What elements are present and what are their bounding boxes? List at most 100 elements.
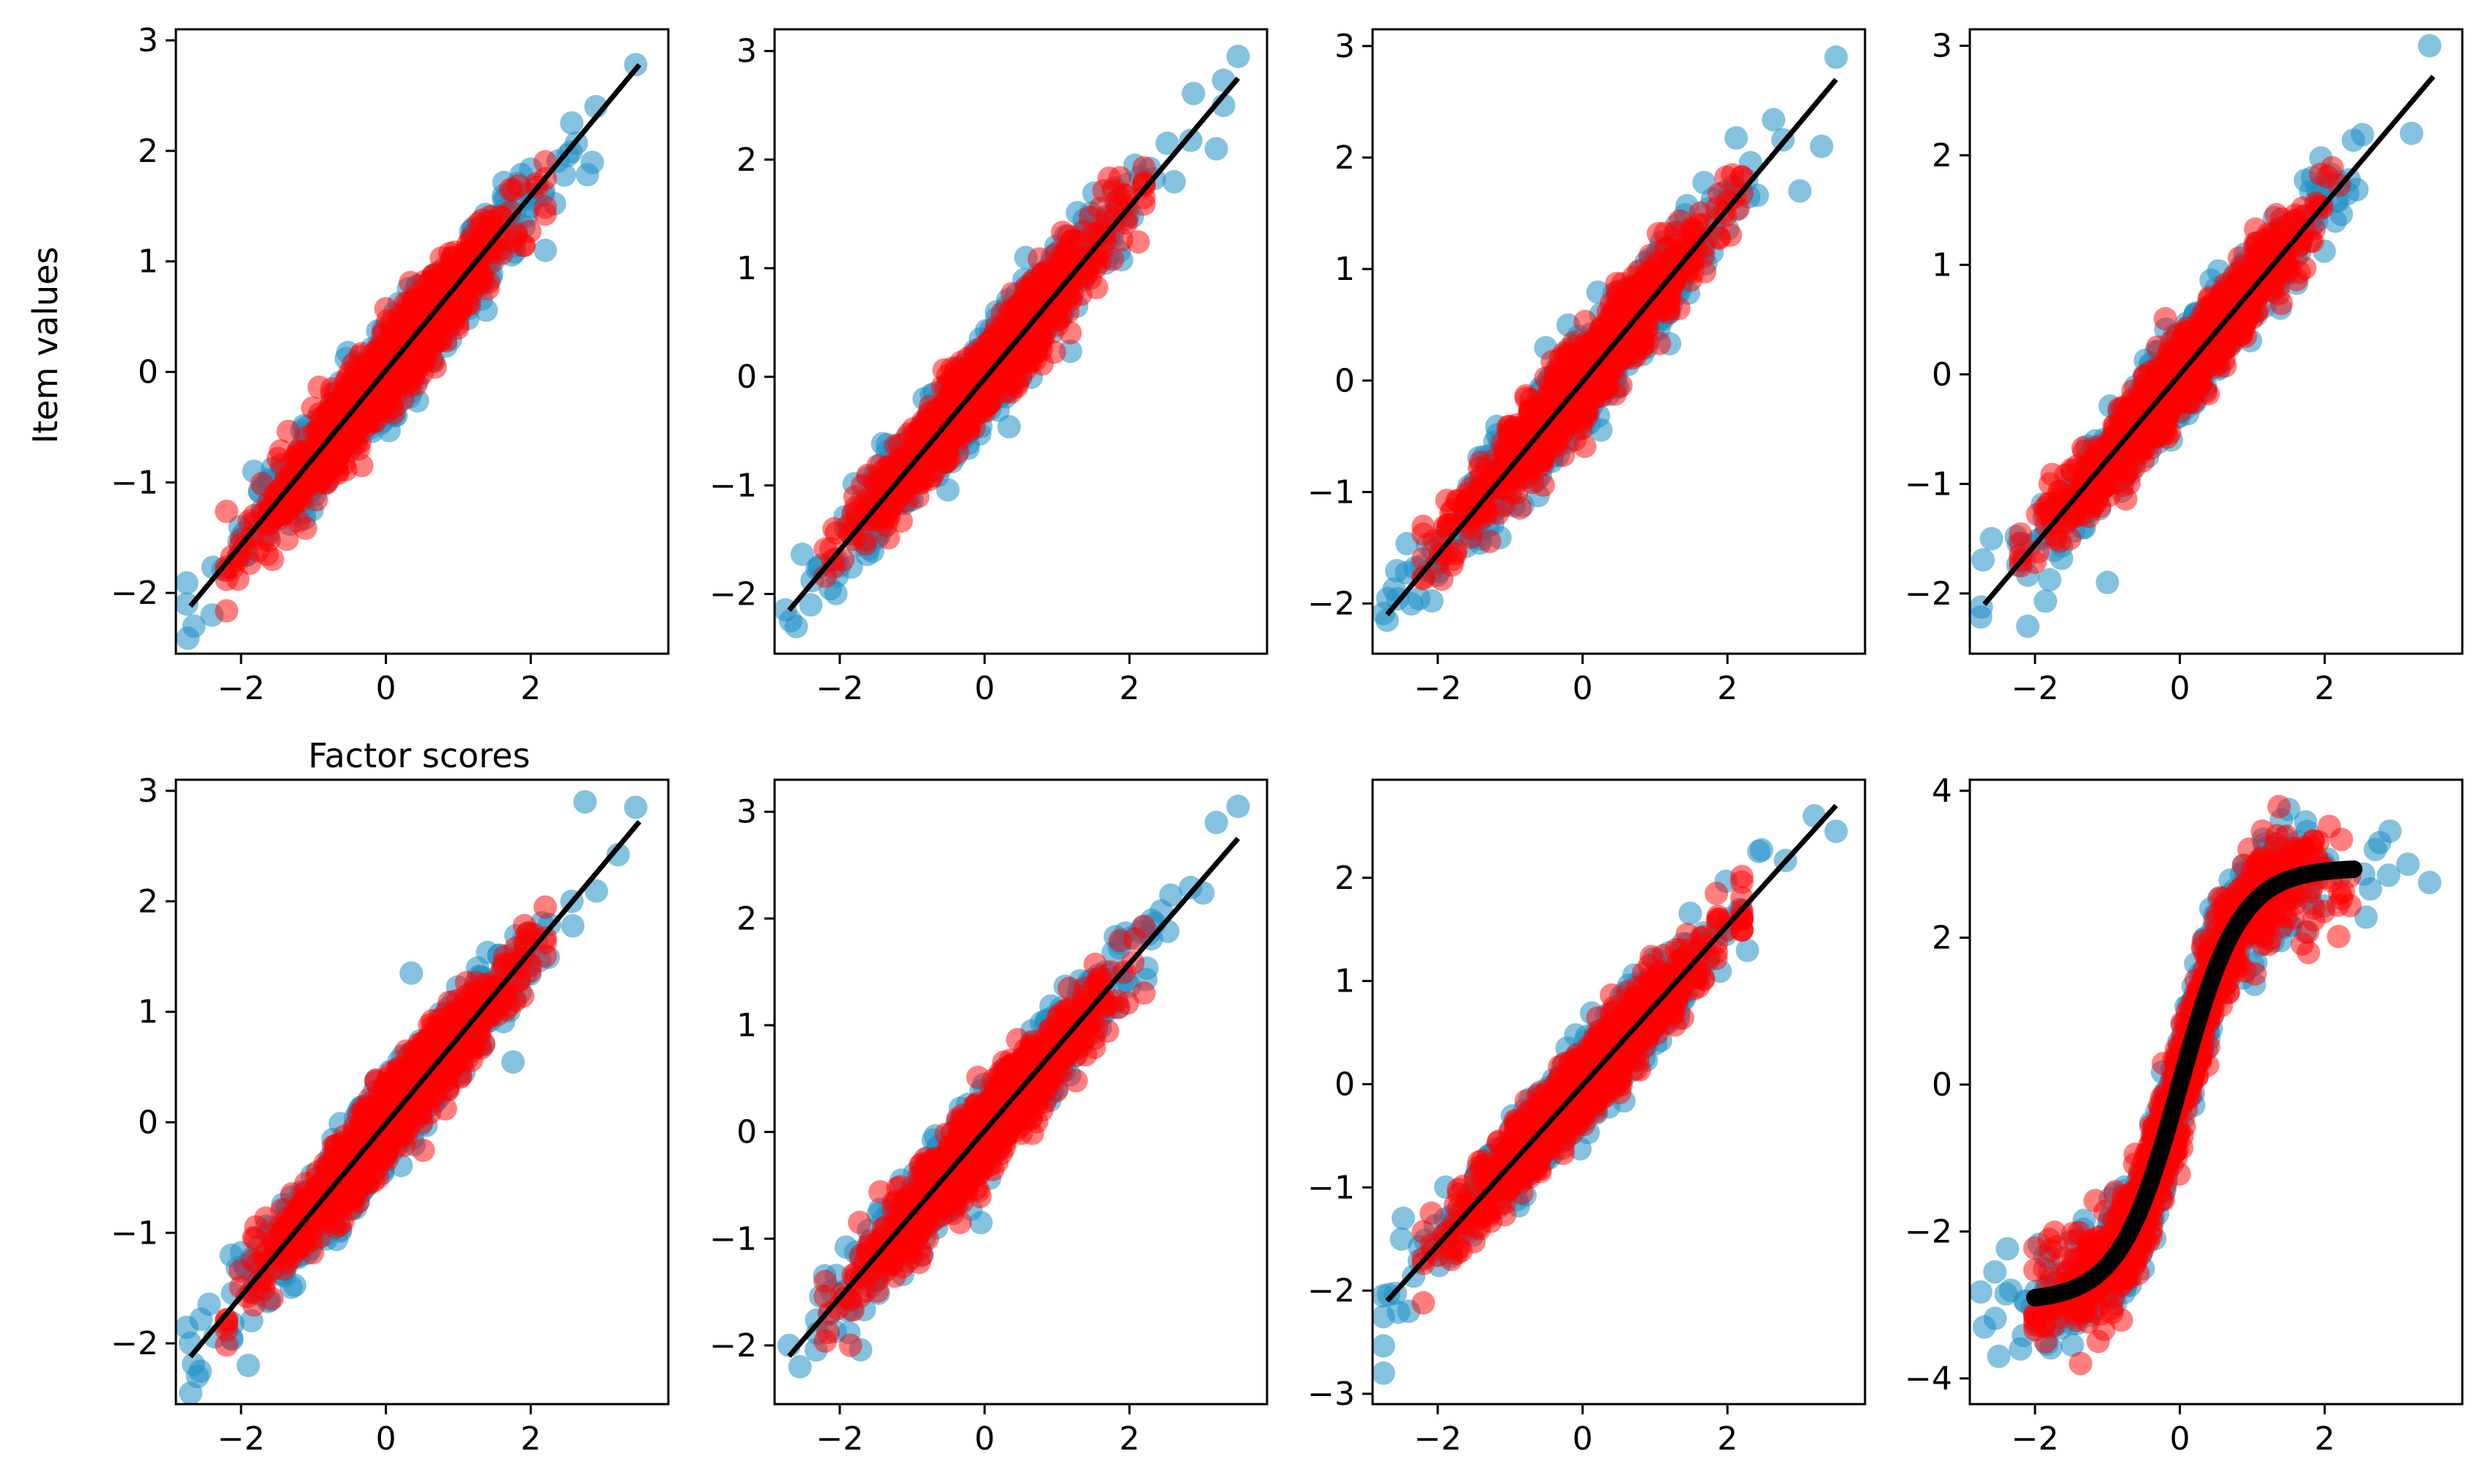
scatter-point-red <box>813 537 838 561</box>
scatter-point-blue <box>1226 45 1250 68</box>
scatter-point-red <box>427 265 450 289</box>
scatter-point-red <box>226 567 250 591</box>
scatter-point-red <box>325 443 349 467</box>
y-tick-label: 3 <box>736 33 757 70</box>
scatter-point-red <box>1680 247 1705 271</box>
y-tick-label: 1 <box>736 250 757 287</box>
scatter-point-blue <box>533 238 557 262</box>
x-tick-label: 2 <box>1717 670 1738 707</box>
scatter-point-red <box>283 446 307 470</box>
y-tick-label: 1 <box>1334 251 1355 288</box>
scatter-point-red <box>1113 182 1137 207</box>
y-tick-label: −2 <box>111 575 158 612</box>
scatter-point-blue <box>1420 589 1444 613</box>
scatter-point-red <box>1430 567 1454 591</box>
scatter-point-blue <box>1788 179 1812 203</box>
y-tick-label: 1 <box>138 243 158 281</box>
scatter-point-red <box>215 599 239 623</box>
y-tick-label: 0 <box>138 353 158 391</box>
scatter-point-red <box>1101 208 1126 232</box>
scatter-point-red <box>285 474 309 498</box>
scatter-point-red <box>1477 529 1502 553</box>
scatter-point-red <box>533 195 557 219</box>
scatter-point-red <box>848 506 872 530</box>
scatter-point-red <box>498 200 522 224</box>
scatter-point-red <box>1016 351 1040 375</box>
scatter-point-blue <box>1762 108 1786 132</box>
scatter-point-blue <box>799 593 823 617</box>
scatter-point-blue <box>1809 134 1834 158</box>
x-tick-label: 0 <box>975 670 995 707</box>
scatter-point-red <box>348 344 372 369</box>
scatter-point-blue <box>1204 137 1228 160</box>
plot-area <box>1970 34 2442 638</box>
scatter-point-red <box>1508 496 1532 520</box>
scatter-point-red <box>411 333 435 357</box>
scatter-point-red <box>853 532 877 556</box>
x-tick-label: 2 <box>520 670 541 707</box>
scatter-point-red <box>1531 473 1555 497</box>
scatter-point-red <box>1606 283 1630 307</box>
scatter-point-red <box>1622 285 1647 309</box>
scatter-point-red <box>260 547 284 572</box>
fit-line <box>188 63 642 608</box>
x-tick-label: −2 <box>816 670 864 707</box>
scatter-point-red <box>370 369 394 392</box>
scatter-point-red <box>399 270 423 295</box>
fit-line <box>787 76 1241 612</box>
scatter-point-red <box>472 235 496 259</box>
y-tick-label: 2 <box>1334 139 1355 177</box>
scatter-point-blue <box>1162 170 1186 193</box>
scatter-point-blue <box>936 478 960 502</box>
scatter-point-red <box>1443 542 1467 566</box>
scatter-point-red <box>336 397 360 421</box>
scatter-point-red <box>1079 266 1102 290</box>
scatter-point-blue <box>560 111 584 135</box>
y-tick-label: 3 <box>1334 28 1355 65</box>
scatter-point-red <box>986 325 1010 350</box>
scatter-point-red <box>259 505 284 529</box>
scatter-series-red <box>215 149 557 623</box>
scatter-point-blue <box>1181 81 1205 106</box>
scatter-point-red <box>1097 166 1121 191</box>
scatter-point-red <box>518 219 542 243</box>
scatter-point-red <box>275 527 299 551</box>
scatter-point-red <box>1718 223 1743 247</box>
y-tick-label: 0 <box>736 358 757 396</box>
scatter-point-red <box>276 419 300 443</box>
x-tick-label: 0 <box>376 670 396 707</box>
scatter-point-red <box>1647 221 1670 246</box>
y-axis-title: Item values <box>26 247 65 444</box>
scatter-point-red <box>1411 566 1436 591</box>
scatter-point-blue <box>1375 608 1399 632</box>
scatter-point-red <box>350 454 374 478</box>
y-tick-label: 2 <box>138 133 158 170</box>
scatter-point-red <box>1573 435 1597 458</box>
scatter-point-blue <box>1178 128 1203 152</box>
scatter-point-blue <box>1724 126 1749 150</box>
scatter-point-red <box>215 499 239 523</box>
scatter-point-blue <box>1155 131 1179 155</box>
y-tick-label: −1 <box>111 464 158 501</box>
scatter-point-red <box>1540 350 1565 374</box>
axes-frame <box>1371 28 1866 655</box>
scatter-point-blue <box>1824 45 1848 69</box>
y-tick-label: −1 <box>709 467 757 504</box>
plot-area <box>176 53 648 650</box>
x-tick-label: −2 <box>218 670 265 707</box>
scatter-point-red <box>1668 209 1692 233</box>
x-tick-label: −2 <box>1414 670 1462 707</box>
axes-frame <box>174 28 670 655</box>
x-tick-label: 0 <box>1573 670 1593 707</box>
y-tick-label: −2 <box>709 576 757 613</box>
scatter-point-red <box>257 528 281 553</box>
scatter-point-blue <box>790 542 814 566</box>
scatter-point-red <box>1057 224 1081 248</box>
y-tick-label: −2 <box>1307 586 1355 623</box>
scatter-point-red <box>1584 385 1607 409</box>
